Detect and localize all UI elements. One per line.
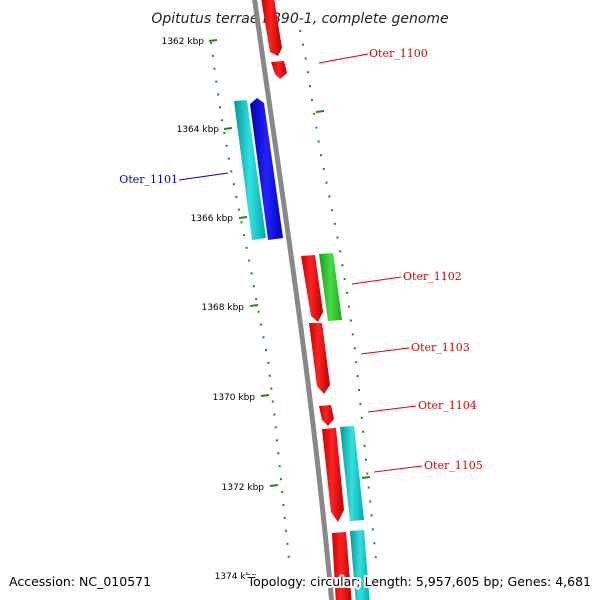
cds-feature-green[interactable] <box>319 253 342 321</box>
gene-feature-oter-1105[interactable] <box>322 428 344 522</box>
major-tick <box>269 484 279 487</box>
gene-label-oter-1104[interactable]: Oter_1104 <box>418 399 477 412</box>
reverse-strand-features <box>234 98 283 240</box>
cds-feature-cyan-3[interactable] <box>350 530 370 600</box>
gene-label-oter-1103[interactable]: Oter_1103 <box>411 341 470 354</box>
major-tick <box>249 304 259 307</box>
gene-feature-small-red[interactable] <box>271 61 287 79</box>
gene-feature-oter-1104[interactable] <box>319 405 334 426</box>
cds-feature-cyan[interactable] <box>234 100 266 240</box>
gene-label-oter-1105[interactable]: Oter_1105 <box>424 459 483 472</box>
gene-feature-oter-1103[interactable] <box>309 323 330 394</box>
major-tick <box>361 476 371 479</box>
label-leaders <box>178 53 423 473</box>
scale-label-1362: 1362 kbp <box>162 37 205 47</box>
scale-label-1374: 1374 kbp <box>215 572 258 582</box>
major-tick <box>208 39 218 42</box>
major-tick <box>238 216 248 219</box>
scale-label-1364: 1364 kbp <box>177 125 220 135</box>
gene-label-oter-1101[interactable]: Oter_1101 <box>119 173 178 186</box>
gene-label-oter-1100[interactable]: Oter_1100 <box>369 47 428 60</box>
cds-feature-cyan-2[interactable] <box>340 426 364 521</box>
genome-summary-text: Topology: circular; Length: 5,957,605 bp… <box>247 574 591 589</box>
forward-strand-features <box>261 0 370 600</box>
gene-feature-red-bottom[interactable] <box>332 532 352 600</box>
inner-tick-ring <box>210 41 290 561</box>
scale-label-1372: 1372 kbp <box>222 483 265 493</box>
accession-text: Accession: NC_010571 <box>9 574 151 589</box>
major-tick <box>315 110 325 113</box>
scale-label-1370: 1370 kbp <box>213 393 256 403</box>
major-tick <box>223 127 233 130</box>
gene-feature-oter-1102[interactable] <box>301 255 323 322</box>
gene-feature-oter-1101[interactable] <box>250 98 283 240</box>
genome-backbone <box>252 0 335 600</box>
scale-label-1366: 1366 kbp <box>191 214 234 224</box>
gene-feature-oter-1100[interactable] <box>261 0 282 56</box>
scale-ticks <box>208 39 371 487</box>
scale-label-1368: 1368 kbp <box>202 303 245 313</box>
gene-labels: Oter_1100 Oter_1101 Oter_1102 Oter_1103 … <box>119 47 482 472</box>
major-tick <box>260 394 270 397</box>
scale-labels: 1362 kbp 1364 kbp 1366 kbp 1368 kbp 1370… <box>162 37 265 582</box>
map-title: Opitutus terrae PB90-1, complete genome <box>151 11 448 27</box>
gene-label-oter-1102[interactable]: Oter_1102 <box>403 270 462 283</box>
